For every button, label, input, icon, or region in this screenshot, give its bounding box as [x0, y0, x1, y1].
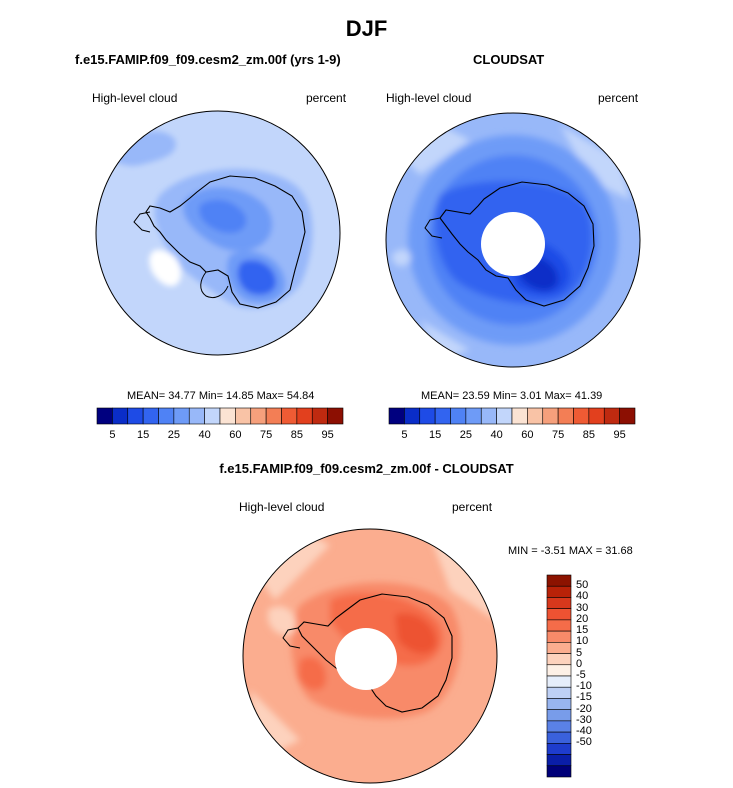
diff-colorbar-box — [546, 642, 572, 654]
diff-colorbar-tick: 0 — [576, 657, 583, 670]
model-colorbar-tick: 95 — [321, 429, 334, 441]
diff-colorbar-box — [546, 731, 572, 744]
diff-colorbar-tick: -15 — [576, 691, 592, 704]
diff-colorbar-box — [546, 574, 572, 587]
diff-stats: MIN = -3.51 MAX = 31.68 — [508, 545, 633, 557]
diff-field — [243, 529, 497, 783]
obs-colorbar-tick: 15 — [429, 429, 442, 441]
diff-colorbar-box — [546, 653, 572, 666]
diff-colorbar-tick: 50 — [576, 579, 589, 592]
diff-colorbar-box — [546, 664, 572, 677]
model-colorbar-tick: 40 — [198, 429, 211, 441]
diff-colorbar-box — [546, 709, 572, 722]
diff-colorbar-tick: -10 — [576, 680, 592, 693]
diff-colorbar-box — [546, 698, 572, 710]
obs-variable-label: High-level cloud — [386, 91, 472, 105]
obs-colorbar-tick: 25 — [459, 429, 472, 441]
diff-colorbar-box — [546, 754, 572, 767]
model-colorbar-box — [327, 407, 344, 425]
diff-colorbar-tick: -5 — [576, 669, 586, 681]
obs-colorbar-tick: 40 — [490, 429, 503, 441]
diff-colorbar-box — [546, 619, 572, 632]
diff-panel-title: f.e15.FAMIP.f09_f09.cesm2_zm.00f - CLOUD… — [219, 461, 514, 476]
model-field — [96, 111, 340, 355]
obs-field — [386, 113, 640, 367]
diff-colorbar-box — [546, 765, 572, 778]
diff-colorbar-tick: -50 — [576, 736, 592, 749]
diff-colorbar-tick: 15 — [576, 624, 589, 637]
model-colorbar-tick: 25 — [167, 429, 180, 441]
diff-colorbar-tick: -40 — [576, 725, 592, 738]
model-panel-title: f.e15.FAMIP.f09_f09.cesm2_zm.00f (yrs 1-… — [75, 52, 341, 67]
diff-colorbar-tick: 30 — [576, 601, 589, 614]
obs-colorbar-tick: 75 — [552, 429, 565, 441]
main-title: DJF — [345, 16, 388, 41]
diff-colorbar-tick: 20 — [576, 612, 589, 625]
diff-colorbar-box — [546, 686, 572, 699]
diff-colorbar-tick: 10 — [576, 635, 589, 648]
obs-colorbar-tick: 85 — [582, 429, 595, 441]
diff-colorbar-tick: 40 — [576, 590, 589, 603]
diff-colorbar-box — [546, 630, 572, 643]
diff-colorbar-tick: 5 — [576, 646, 583, 659]
diff-colorbar-box — [546, 720, 572, 733]
model-units-label: percent — [306, 91, 347, 105]
diff-units-label: percent — [452, 500, 493, 514]
diff-colorbar-box — [546, 597, 572, 609]
obs-units-label: percent — [598, 91, 639, 105]
obs-colorbar-tick: 60 — [521, 429, 534, 441]
model-colorbar-tick: 85 — [290, 429, 303, 441]
obs-panel-title: CLOUDSAT — [473, 52, 545, 67]
diff-colorbar-box — [546, 608, 572, 621]
diff-colorbar-box — [546, 743, 572, 755]
model-colorbar-tick: 60 — [229, 429, 242, 441]
obs-colorbar-tick: 5 — [401, 429, 408, 441]
obs-colorbar-box — [619, 407, 636, 425]
diff-variable-label: High-level cloud — [239, 500, 325, 514]
obs-colorbar-tick: 95 — [613, 429, 626, 441]
diff-colorbar-box — [546, 675, 572, 688]
diff-colorbar-tick: -30 — [576, 713, 592, 726]
model-stats: MEAN= 34.77 Min= 14.85 Max= 54.84 — [127, 390, 315, 402]
model-variable-label: High-level cloud — [92, 91, 178, 105]
model-colorbar-tick: 15 — [137, 429, 150, 441]
model-colorbar-tick: 75 — [260, 429, 273, 441]
model-colorbar-tick: 5 — [109, 429, 116, 441]
obs-stats: MEAN= 23.59 Min= 3.01 Max= 41.39 — [421, 390, 603, 402]
diff-colorbar-box — [546, 585, 572, 598]
diff-colorbar-tick: -20 — [576, 702, 592, 715]
